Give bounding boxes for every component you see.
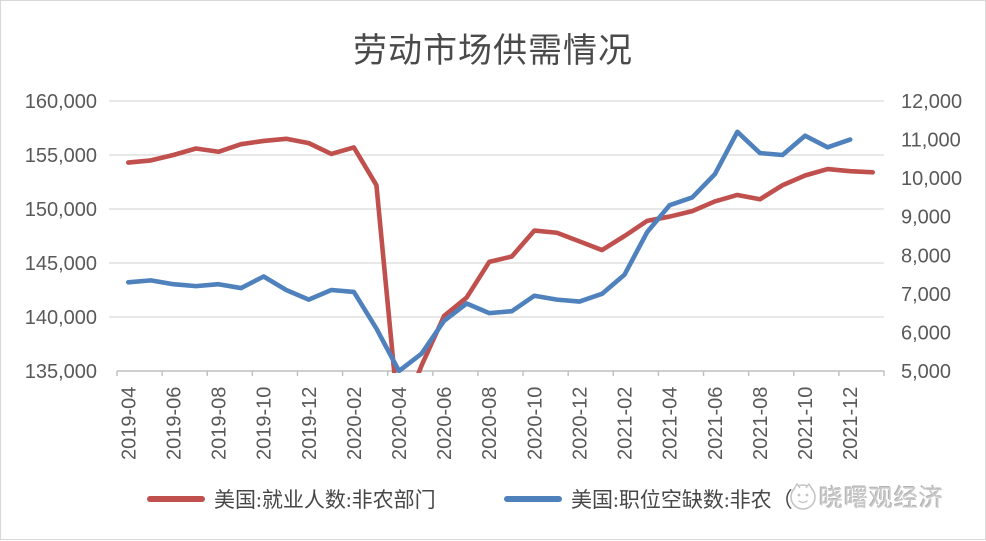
watermark: 晓曙观经济 (787, 478, 944, 513)
left-axis-tick-label: 155,000 (25, 145, 97, 167)
employment-legend-label: 美国:就业人数:非农部门 (214, 488, 436, 512)
right-axis-tick-label: 7,000 (901, 284, 951, 306)
legend-entry-employment: 美国:就业人数:非农部门 (147, 484, 436, 514)
x-axis-tick-label: 2019-12 (299, 387, 321, 460)
chart-legend: 美国:就业人数:非农部门 美国:职位空缺数:非农（ (1, 481, 985, 515)
x-axis-tick-label: 2021-08 (750, 387, 772, 460)
x-axis-tick-label: 2021-02 (615, 387, 637, 460)
left-axis-tick-label: 150,000 (25, 199, 97, 221)
chart-title: 劳动市场供需情况 (353, 33, 633, 70)
watermark-text: 晓曙观经济 (819, 486, 944, 512)
x-axis-tick-label: 2020-08 (479, 387, 501, 460)
right-axis-tick-label: 10,000 (901, 168, 962, 190)
x-axis-tick-label: 2021-12 (840, 387, 862, 460)
x-axis-tick-label: 2019-04 (118, 387, 140, 460)
right-axis-tick-label: 6,000 (901, 322, 951, 344)
x-axis-tick-label: 2020-12 (569, 387, 591, 460)
right-axis-tick-label: 11,000 (901, 130, 961, 152)
x-axis-tick-label: 2020-04 (389, 387, 411, 460)
x-axis-tick-label: 2021-04 (660, 387, 682, 460)
right-axis-tick-label: 8,000 (901, 245, 951, 267)
employment-series-line (125, 136, 876, 373)
job-openings-legend-label: 美国:职位空缺数:非农（ (571, 488, 793, 512)
left-axis-tick-label: 145,000 (25, 253, 97, 275)
x-axis-tick-label: 2019-06 (163, 387, 185, 460)
job-openings-legend-marker (504, 496, 562, 502)
x-axis-tick-label: 2020-02 (344, 387, 366, 460)
x-axis-tick-label: 2019-08 (209, 387, 231, 460)
left-axis-tick-label: 140,000 (25, 307, 97, 329)
employment-legend-marker (147, 496, 205, 502)
legend-entry-openings: 美国:职位空缺数:非农（ (504, 484, 793, 514)
right-axis-tick-label: 5,000 (901, 361, 951, 383)
left-axis-tick-label: 160,000 (25, 91, 97, 113)
watermark-logo-icon (790, 482, 816, 510)
x-axis-tick-label: 2019-10 (254, 387, 276, 460)
x-axis-tick-label: 2021-10 (795, 387, 817, 460)
right-axis-tick-label: 9,000 (901, 207, 951, 229)
x-axis-tick-label: 2020-06 (434, 387, 456, 460)
x-axis-tick-label: 2021-06 (705, 387, 727, 460)
right-axis-tick-label: 12,000 (901, 91, 962, 113)
x-axis-tick-label: 2020-10 (524, 387, 546, 460)
job-openings-series-line (125, 129, 853, 373)
left-axis-tick-label: 135,000 (25, 361, 97, 383)
